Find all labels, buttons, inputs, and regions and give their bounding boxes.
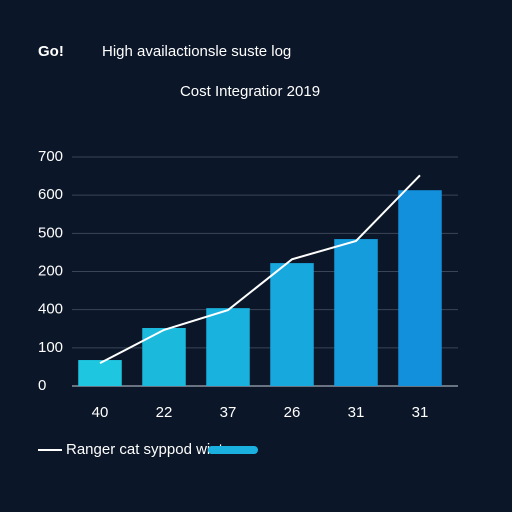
x-tick-label: 31 <box>412 404 429 421</box>
x-tick-label: 40 <box>92 404 109 421</box>
badge: Go! <box>38 43 64 60</box>
bar <box>206 308 250 386</box>
y-tick-label: 500 <box>38 224 63 241</box>
bar <box>398 190 442 386</box>
chart-title: High availactionsle suste log <box>102 43 291 60</box>
y-tick-label: 200 <box>38 262 63 279</box>
legend-label: Ranger cat syppod wintes <box>66 441 239 458</box>
x-tick-label: 37 <box>220 404 237 421</box>
x-tick-label: 26 <box>284 404 301 421</box>
y-tick-label: 700 <box>38 148 63 165</box>
y-tick-label: 400 <box>38 301 63 318</box>
bar <box>270 263 314 386</box>
chart-subtitle: Cost Integratior 2019 <box>180 83 320 100</box>
bar <box>334 239 378 386</box>
y-tick-label: 100 <box>38 339 63 356</box>
legend-swatch <box>208 446 258 454</box>
y-tick-label: 600 <box>38 186 63 203</box>
x-tick-label: 31 <box>348 404 365 421</box>
bar <box>78 360 122 386</box>
y-tick-label: 0 <box>38 377 46 394</box>
line <box>99 174 421 364</box>
x-tick-label: 22 <box>156 404 173 421</box>
